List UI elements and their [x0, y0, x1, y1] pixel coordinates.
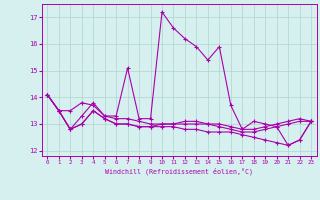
X-axis label: Windchill (Refroidissement éolien,°C): Windchill (Refroidissement éolien,°C): [105, 168, 253, 175]
